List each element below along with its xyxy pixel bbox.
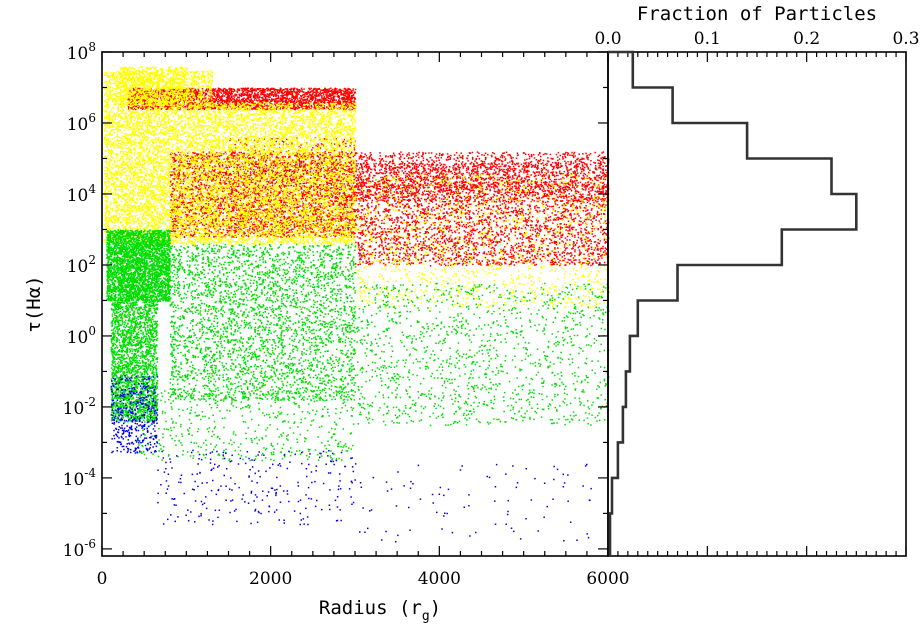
y-tick-label: 10-4 xyxy=(63,466,97,490)
scatter-points xyxy=(103,66,610,543)
scatter-series-1 xyxy=(103,66,610,309)
scatter-series-3 xyxy=(110,375,592,543)
scatter-region-2-0 xyxy=(106,229,171,302)
x-tick-label: 0 xyxy=(97,569,108,589)
scatter-region-1-3 xyxy=(355,172,610,309)
histogram-ticks xyxy=(607,52,907,556)
y-tick-label: 10-2 xyxy=(63,395,96,419)
y-tick-label: 100 xyxy=(67,324,96,348)
histogram-panel: 0.0 0.1 0.2 0.3 Fraction of Particles xyxy=(594,3,920,557)
scatter-series-2 xyxy=(106,229,610,462)
y-tick-label: 106 xyxy=(67,111,96,135)
scatter-y-tick-labels: 108 106 104 102 100 10-2 10-4 10-6 xyxy=(63,40,97,561)
scatter-region-2-1 xyxy=(110,300,159,423)
scatter-region-3-2 xyxy=(359,463,592,543)
scatter-region-2-3 xyxy=(355,282,610,427)
y-tick-label: 102 xyxy=(67,253,96,277)
histogram-title: Fraction of Particles xyxy=(637,3,877,25)
y-tick-label: 108 xyxy=(67,40,96,64)
scatter-region-3-0 xyxy=(110,375,159,454)
x-axis-title: Radius (rg) xyxy=(319,597,441,624)
hist-x-tick-label: 0.1 xyxy=(694,29,721,49)
y-tick-label: 104 xyxy=(67,182,97,206)
y-axis-title: τ(Hα) xyxy=(23,275,45,332)
hist-x-tick-label: 0.0 xyxy=(594,29,621,49)
scatter-region-2-2 xyxy=(169,243,357,402)
histogram-x-tick-labels: 0.0 0.1 0.2 0.3 xyxy=(594,29,919,49)
scatter-region-2-4 xyxy=(135,389,355,462)
hist-x-tick-label: 0.3 xyxy=(892,29,919,49)
scatter-ticks xyxy=(101,51,609,556)
x-tick-label: 2000 xyxy=(249,569,292,589)
scatter-region-0-4 xyxy=(355,162,610,189)
hist-x-tick-label: 0.2 xyxy=(793,29,820,49)
y-tick-label: 10-6 xyxy=(63,537,96,561)
x-tick-label: 6000 xyxy=(586,569,629,589)
histogram-frame xyxy=(607,51,907,557)
scatter-region-1-1 xyxy=(211,101,357,246)
scatter-panel: 0 2000 4000 6000 108 106 104 102 100 10-2 10-4 10-… xyxy=(23,40,630,624)
scatter-region-1-0 xyxy=(103,69,214,246)
scatter-region-3-1 xyxy=(157,449,357,526)
histogram-step-line xyxy=(608,50,858,556)
scatter-region-0-3 xyxy=(355,151,610,203)
scatter-region-1-2 xyxy=(118,66,188,107)
scatter-x-tick-labels: 0 2000 4000 6000 xyxy=(97,569,630,589)
x-tick-label: 4000 xyxy=(418,569,461,589)
scatter-region-0-2 xyxy=(355,183,610,267)
